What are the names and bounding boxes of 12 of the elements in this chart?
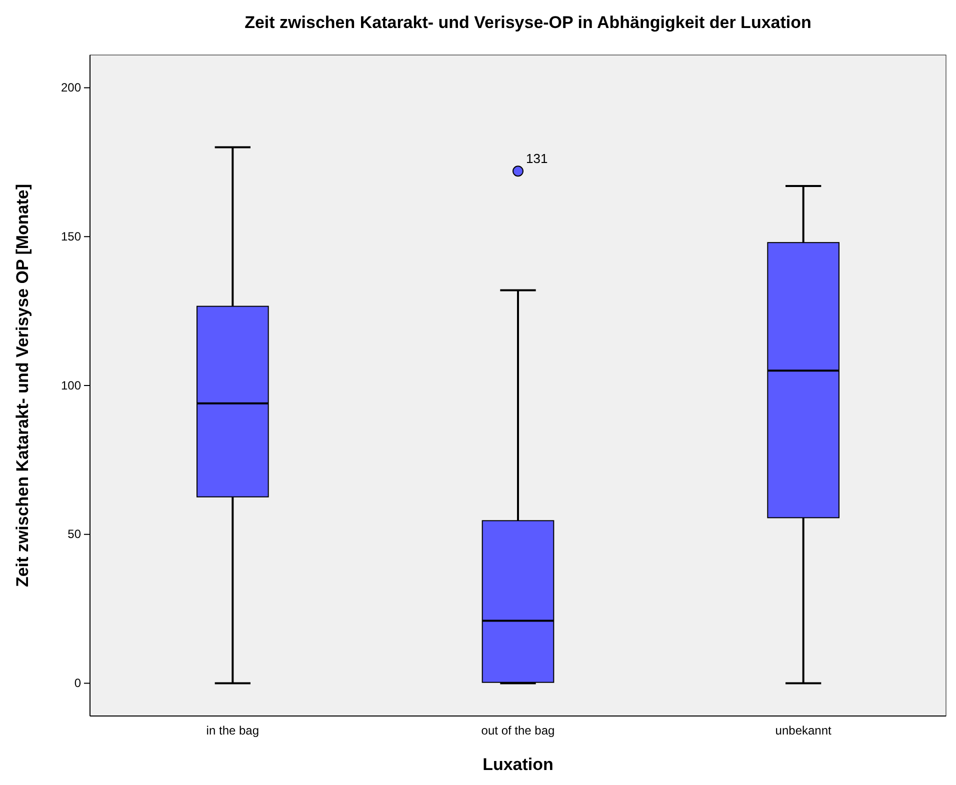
y-axis-title: Zeit zwischen Katarakt- und Verisyse OP [Monate]: [13, 184, 32, 588]
annotation: 131: [526, 151, 548, 166]
y-tick-label: 200: [60, 80, 82, 95]
x-tick-label: in the bag: [206, 724, 260, 738]
chart-title: Zeit zwischen Katarakt- und Verisyse-OP in Abhängigkeit der Luxation: [244, 13, 812, 32]
x-tick-label: unbekannt: [775, 724, 832, 738]
y-tick-label: 100: [60, 378, 82, 392]
x-tick-label: out of the bag: [481, 724, 555, 738]
y-tick-label: 150: [60, 229, 82, 244]
x-axis-title: Luxation: [482, 755, 554, 774]
y-tick-label: 50: [68, 527, 82, 542]
y-tick-label: 0: [74, 676, 82, 690]
